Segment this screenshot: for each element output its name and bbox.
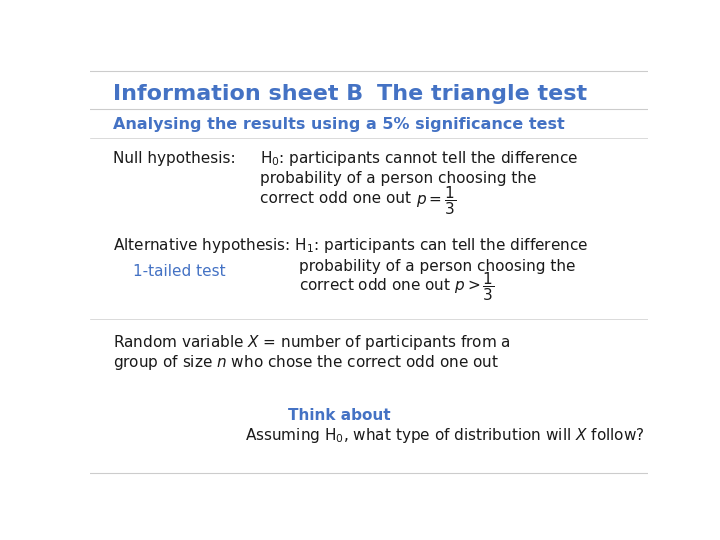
Text: 1-tailed test: 1-tailed test — [132, 264, 225, 279]
Text: H$_0$: participants cannot tell the difference: H$_0$: participants cannot tell the diff… — [261, 149, 579, 168]
Text: Assuming H$_0$, what type of distribution will $X$ follow?: Assuming H$_0$, what type of distributio… — [245, 427, 644, 446]
Text: group of size $n$ who chose the correct odd one out: group of size $n$ who chose the correct … — [113, 353, 499, 372]
Text: Null hypothesis:: Null hypothesis: — [113, 151, 236, 166]
Text: correct odd one out $p > \dfrac{1}{3}$: correct odd one out $p > \dfrac{1}{3}$ — [300, 270, 495, 303]
Text: The triangle test: The triangle test — [377, 84, 587, 104]
Text: probability of a person choosing the: probability of a person choosing the — [261, 171, 537, 186]
Text: $p = \dfrac{1}{3}$: $p = \dfrac{1}{3}$ — [415, 184, 456, 217]
Text: Think about: Think about — [287, 408, 390, 423]
Text: correct odd one out: correct odd one out — [261, 191, 412, 206]
Text: Random variable $X$ = number of participants from a: Random variable $X$ = number of particip… — [113, 333, 511, 352]
Text: Alternative hypothesis: H$_1$: participants can tell the difference: Alternative hypothesis: H$_1$: participa… — [113, 237, 588, 255]
Text: Information sheet B: Information sheet B — [113, 84, 364, 104]
Text: Analysing the results using a 5% significance test: Analysing the results using a 5% signifi… — [113, 117, 565, 132]
Text: probability of a person choosing the: probability of a person choosing the — [300, 259, 576, 274]
